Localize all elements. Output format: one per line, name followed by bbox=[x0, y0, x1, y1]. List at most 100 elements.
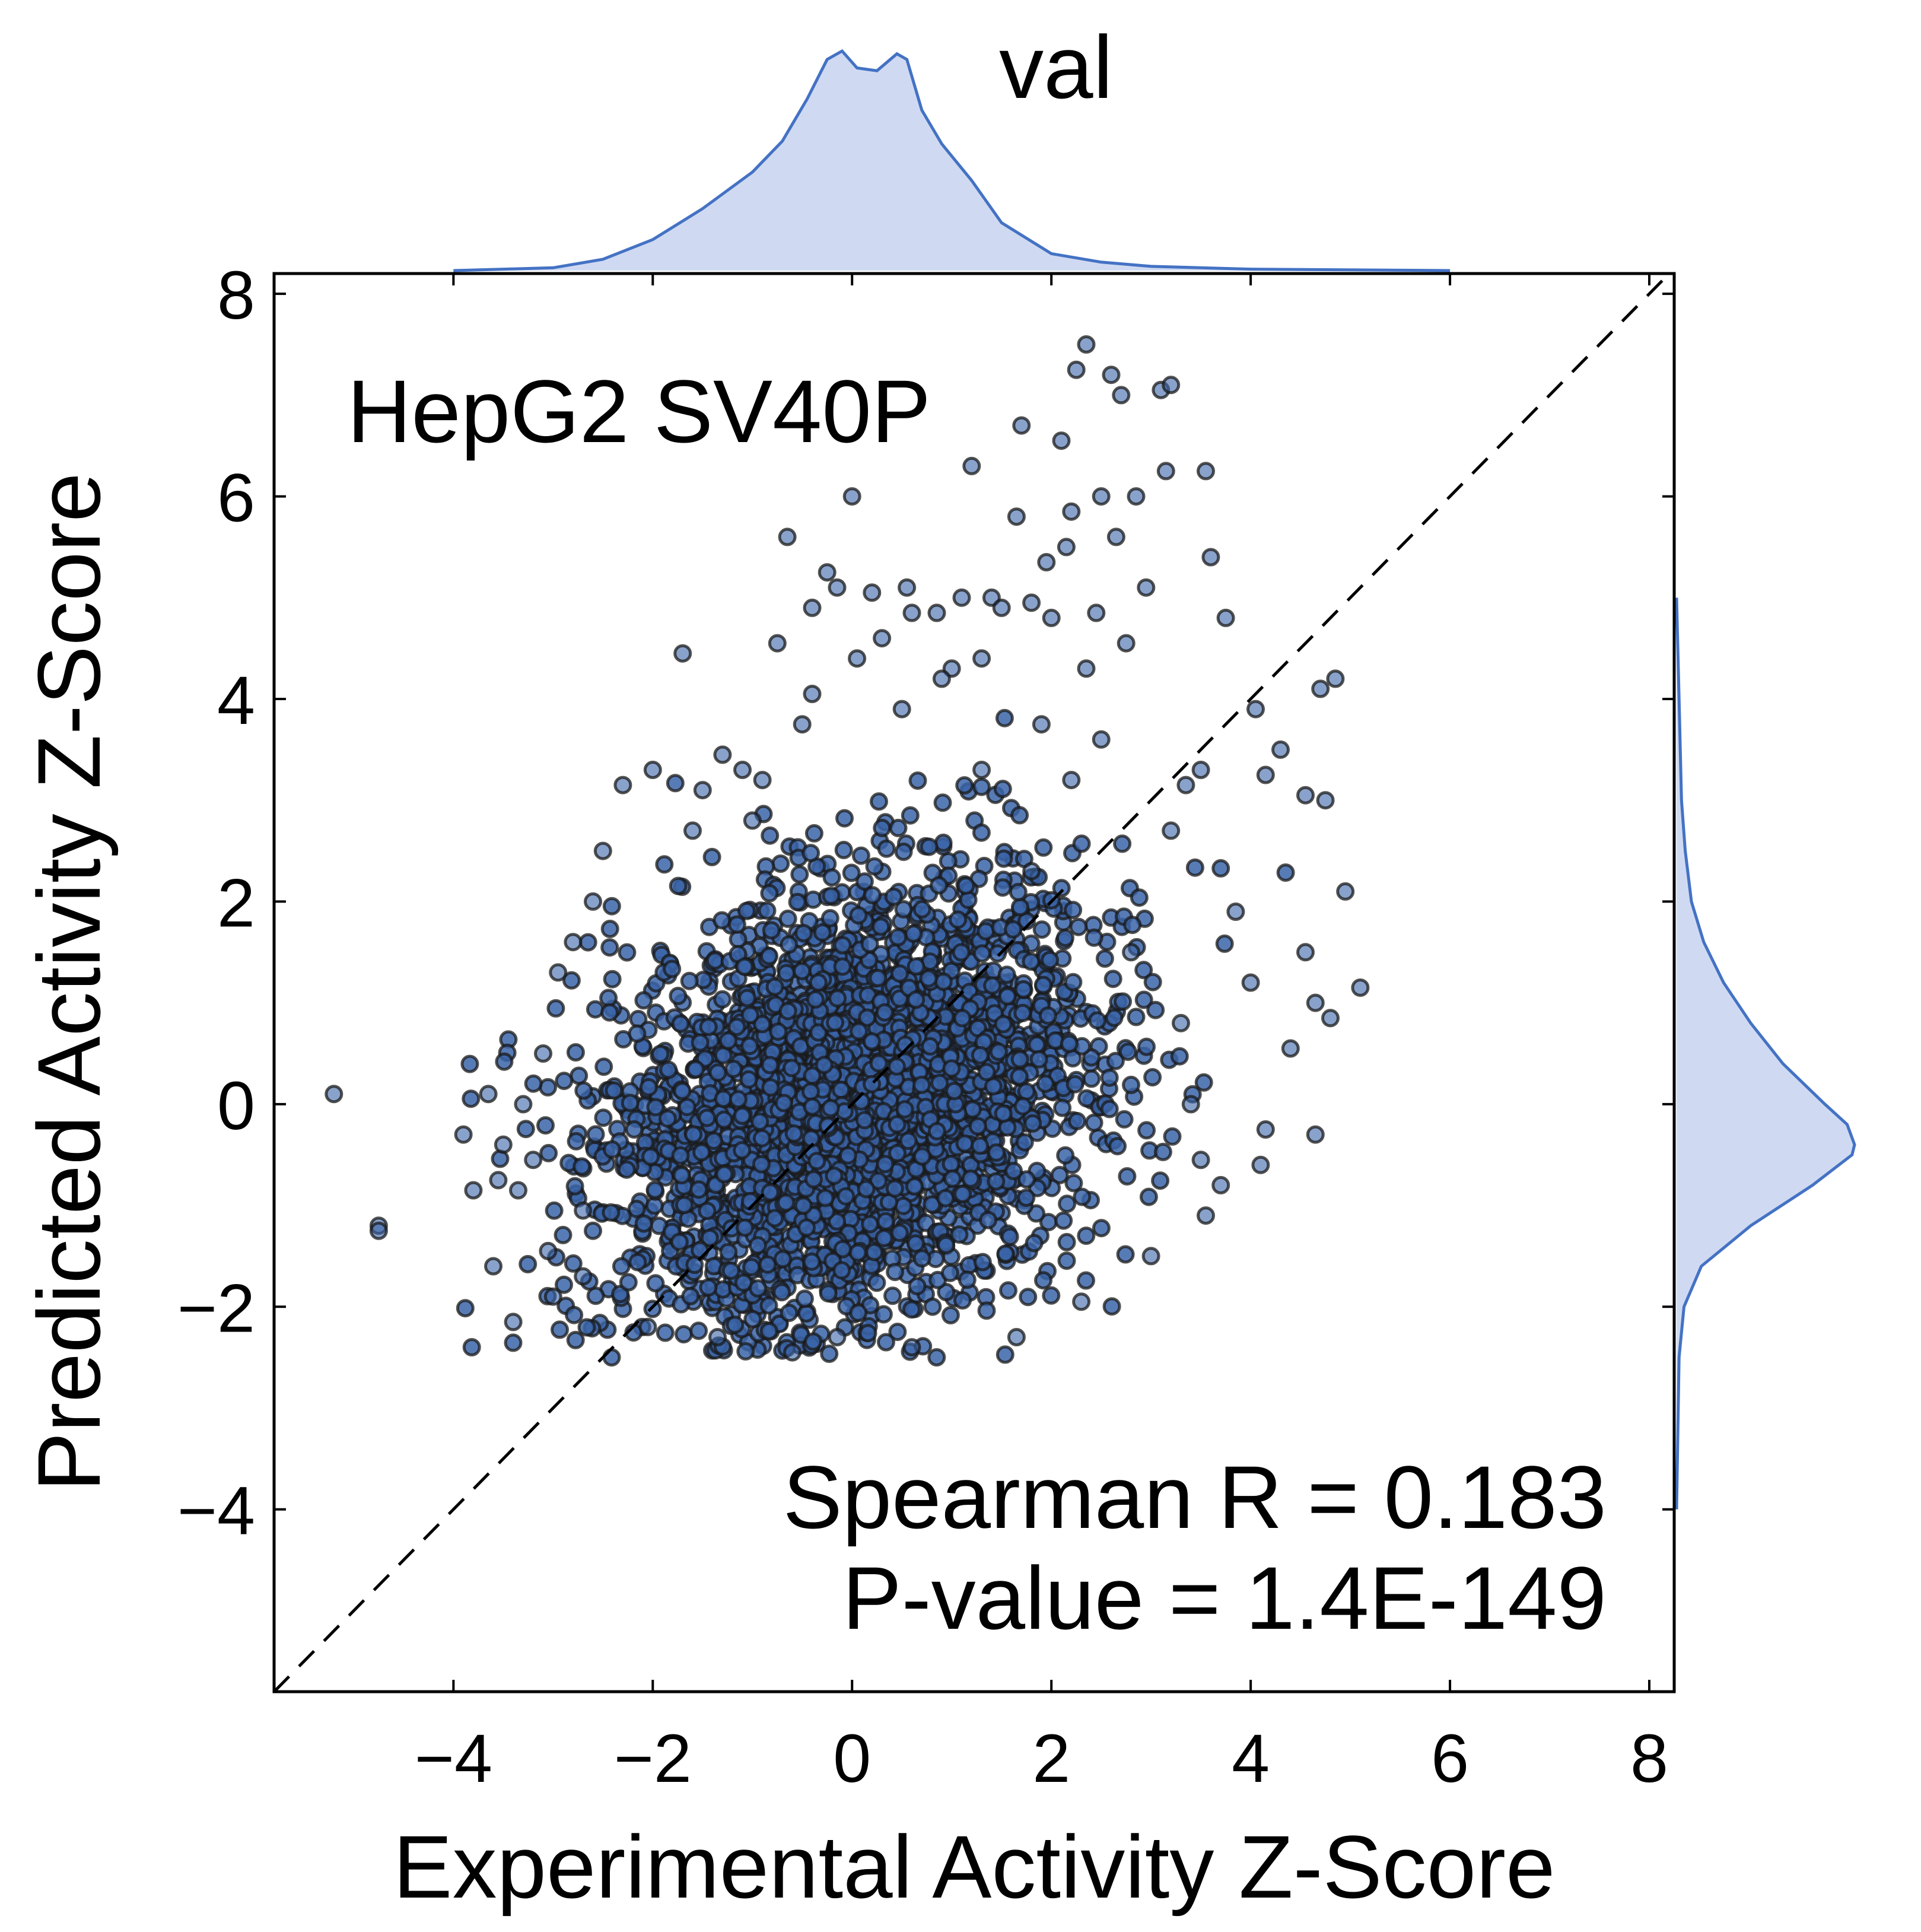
scatter-point bbox=[771, 854, 790, 873]
scatter-point bbox=[1226, 903, 1245, 921]
stats-spearman: Spearman R = 0.183 bbox=[783, 1447, 1607, 1547]
scatter-point bbox=[1013, 1003, 1032, 1022]
scatter-point bbox=[758, 901, 777, 920]
scatter-point bbox=[761, 826, 780, 845]
scatter-point bbox=[822, 886, 841, 905]
x-tick-label-0: −4 bbox=[415, 1721, 492, 1797]
scatter-point bbox=[1084, 1113, 1103, 1132]
scatter-point bbox=[765, 1209, 784, 1228]
x-tick-label-6: 8 bbox=[1630, 1721, 1668, 1797]
scatter-point bbox=[1130, 888, 1149, 907]
scatter-point bbox=[699, 1278, 718, 1297]
scatter-point bbox=[971, 1046, 990, 1064]
scatter-point bbox=[546, 999, 565, 1018]
scatter-point bbox=[1064, 1174, 1083, 1193]
scatter-point bbox=[956, 876, 975, 895]
scatter-point bbox=[1162, 821, 1181, 840]
scatter-point bbox=[639, 1078, 658, 1097]
scatter-point bbox=[828, 1328, 847, 1346]
scatter-point bbox=[570, 1066, 589, 1085]
scatter-point bbox=[1019, 1288, 1038, 1307]
scatter-point bbox=[539, 1143, 558, 1162]
scatter-point bbox=[941, 1306, 960, 1324]
scatter-point bbox=[861, 1215, 879, 1234]
scatter-point bbox=[1036, 1074, 1055, 1093]
scatter-point bbox=[877, 1333, 895, 1352]
scatter-point bbox=[749, 1279, 768, 1298]
scatter-point bbox=[802, 1252, 821, 1271]
scatter-point bbox=[678, 1098, 696, 1117]
scatter-point bbox=[702, 847, 721, 866]
scatter-point bbox=[807, 1152, 826, 1171]
scatter-point bbox=[1191, 761, 1210, 779]
scatter-point bbox=[721, 1261, 740, 1280]
scatter-point bbox=[684, 1125, 703, 1144]
scatter-point bbox=[994, 1015, 1013, 1034]
scatter-point bbox=[927, 603, 946, 622]
scatter-point bbox=[698, 1202, 717, 1221]
scatter-point bbox=[790, 865, 809, 884]
scatter-point bbox=[778, 528, 797, 546]
scatter-point bbox=[666, 774, 685, 793]
scatter-point bbox=[1281, 1039, 1300, 1058]
scatter-point bbox=[784, 1124, 803, 1143]
x-tick-label-3: 2 bbox=[1032, 1721, 1070, 1797]
scatter-point bbox=[669, 876, 688, 895]
scatter-point bbox=[1092, 1219, 1111, 1238]
scatter-point bbox=[940, 1263, 959, 1282]
scatter-point bbox=[714, 1089, 733, 1108]
scatter-point bbox=[761, 1056, 780, 1075]
scatter-point bbox=[683, 821, 702, 840]
scatter-point bbox=[524, 1151, 543, 1170]
scatter-point bbox=[369, 1221, 388, 1240]
scatter-point bbox=[760, 884, 779, 903]
scatter-point bbox=[1172, 1013, 1190, 1032]
scatter-point bbox=[1077, 1089, 1096, 1108]
scatter-point bbox=[888, 1323, 907, 1342]
scatter-point bbox=[1010, 806, 1029, 825]
scatter-point bbox=[1127, 487, 1146, 506]
scatter-point bbox=[489, 1171, 508, 1190]
scatter-point bbox=[996, 1345, 1014, 1364]
scatter-point bbox=[586, 1286, 605, 1305]
scatter-point bbox=[818, 1116, 837, 1135]
scatter-point bbox=[1028, 1035, 1046, 1054]
scatter-point bbox=[462, 1089, 481, 1108]
scatter-point bbox=[783, 1343, 802, 1362]
scatter-point bbox=[1156, 462, 1175, 481]
scatter-point bbox=[804, 1170, 823, 1189]
scatter-point bbox=[968, 1117, 987, 1136]
scatter-point bbox=[1211, 1175, 1230, 1194]
scatter-point bbox=[689, 1180, 708, 1199]
scatter-point bbox=[1197, 462, 1215, 481]
scatter-point bbox=[869, 968, 888, 987]
scatter-point bbox=[1194, 1073, 1213, 1092]
scatter-point bbox=[1134, 990, 1153, 1009]
scatter-point bbox=[1139, 1187, 1158, 1206]
scatter-point bbox=[504, 1313, 523, 1332]
x-tick-label-1: −2 bbox=[614, 1721, 692, 1797]
scatter-point bbox=[1105, 1008, 1124, 1027]
scatter-point bbox=[1034, 1271, 1052, 1290]
scatter-point bbox=[692, 1143, 711, 1162]
scatter-point bbox=[795, 1289, 814, 1308]
scatter-point bbox=[740, 1006, 759, 1025]
scatter-point bbox=[994, 849, 1013, 868]
scatter-point bbox=[876, 1155, 895, 1174]
scatter-point bbox=[904, 924, 923, 943]
scatter-point bbox=[736, 1342, 755, 1361]
scatter-point bbox=[1176, 776, 1195, 795]
scatter-point bbox=[826, 1013, 845, 1032]
scatter-point bbox=[1087, 603, 1106, 622]
scatter-point bbox=[884, 887, 903, 906]
scatter-point bbox=[889, 818, 908, 837]
scatter-point bbox=[825, 1167, 844, 1186]
scatter-point bbox=[972, 777, 991, 796]
scatter-point bbox=[1296, 786, 1315, 805]
scatter-point bbox=[602, 1203, 621, 1222]
scatter-point bbox=[1023, 1114, 1042, 1133]
scatter-point bbox=[768, 634, 787, 653]
scatter-point bbox=[627, 1199, 646, 1218]
scatter-point bbox=[837, 1187, 855, 1206]
scatter-point bbox=[1306, 993, 1325, 1012]
